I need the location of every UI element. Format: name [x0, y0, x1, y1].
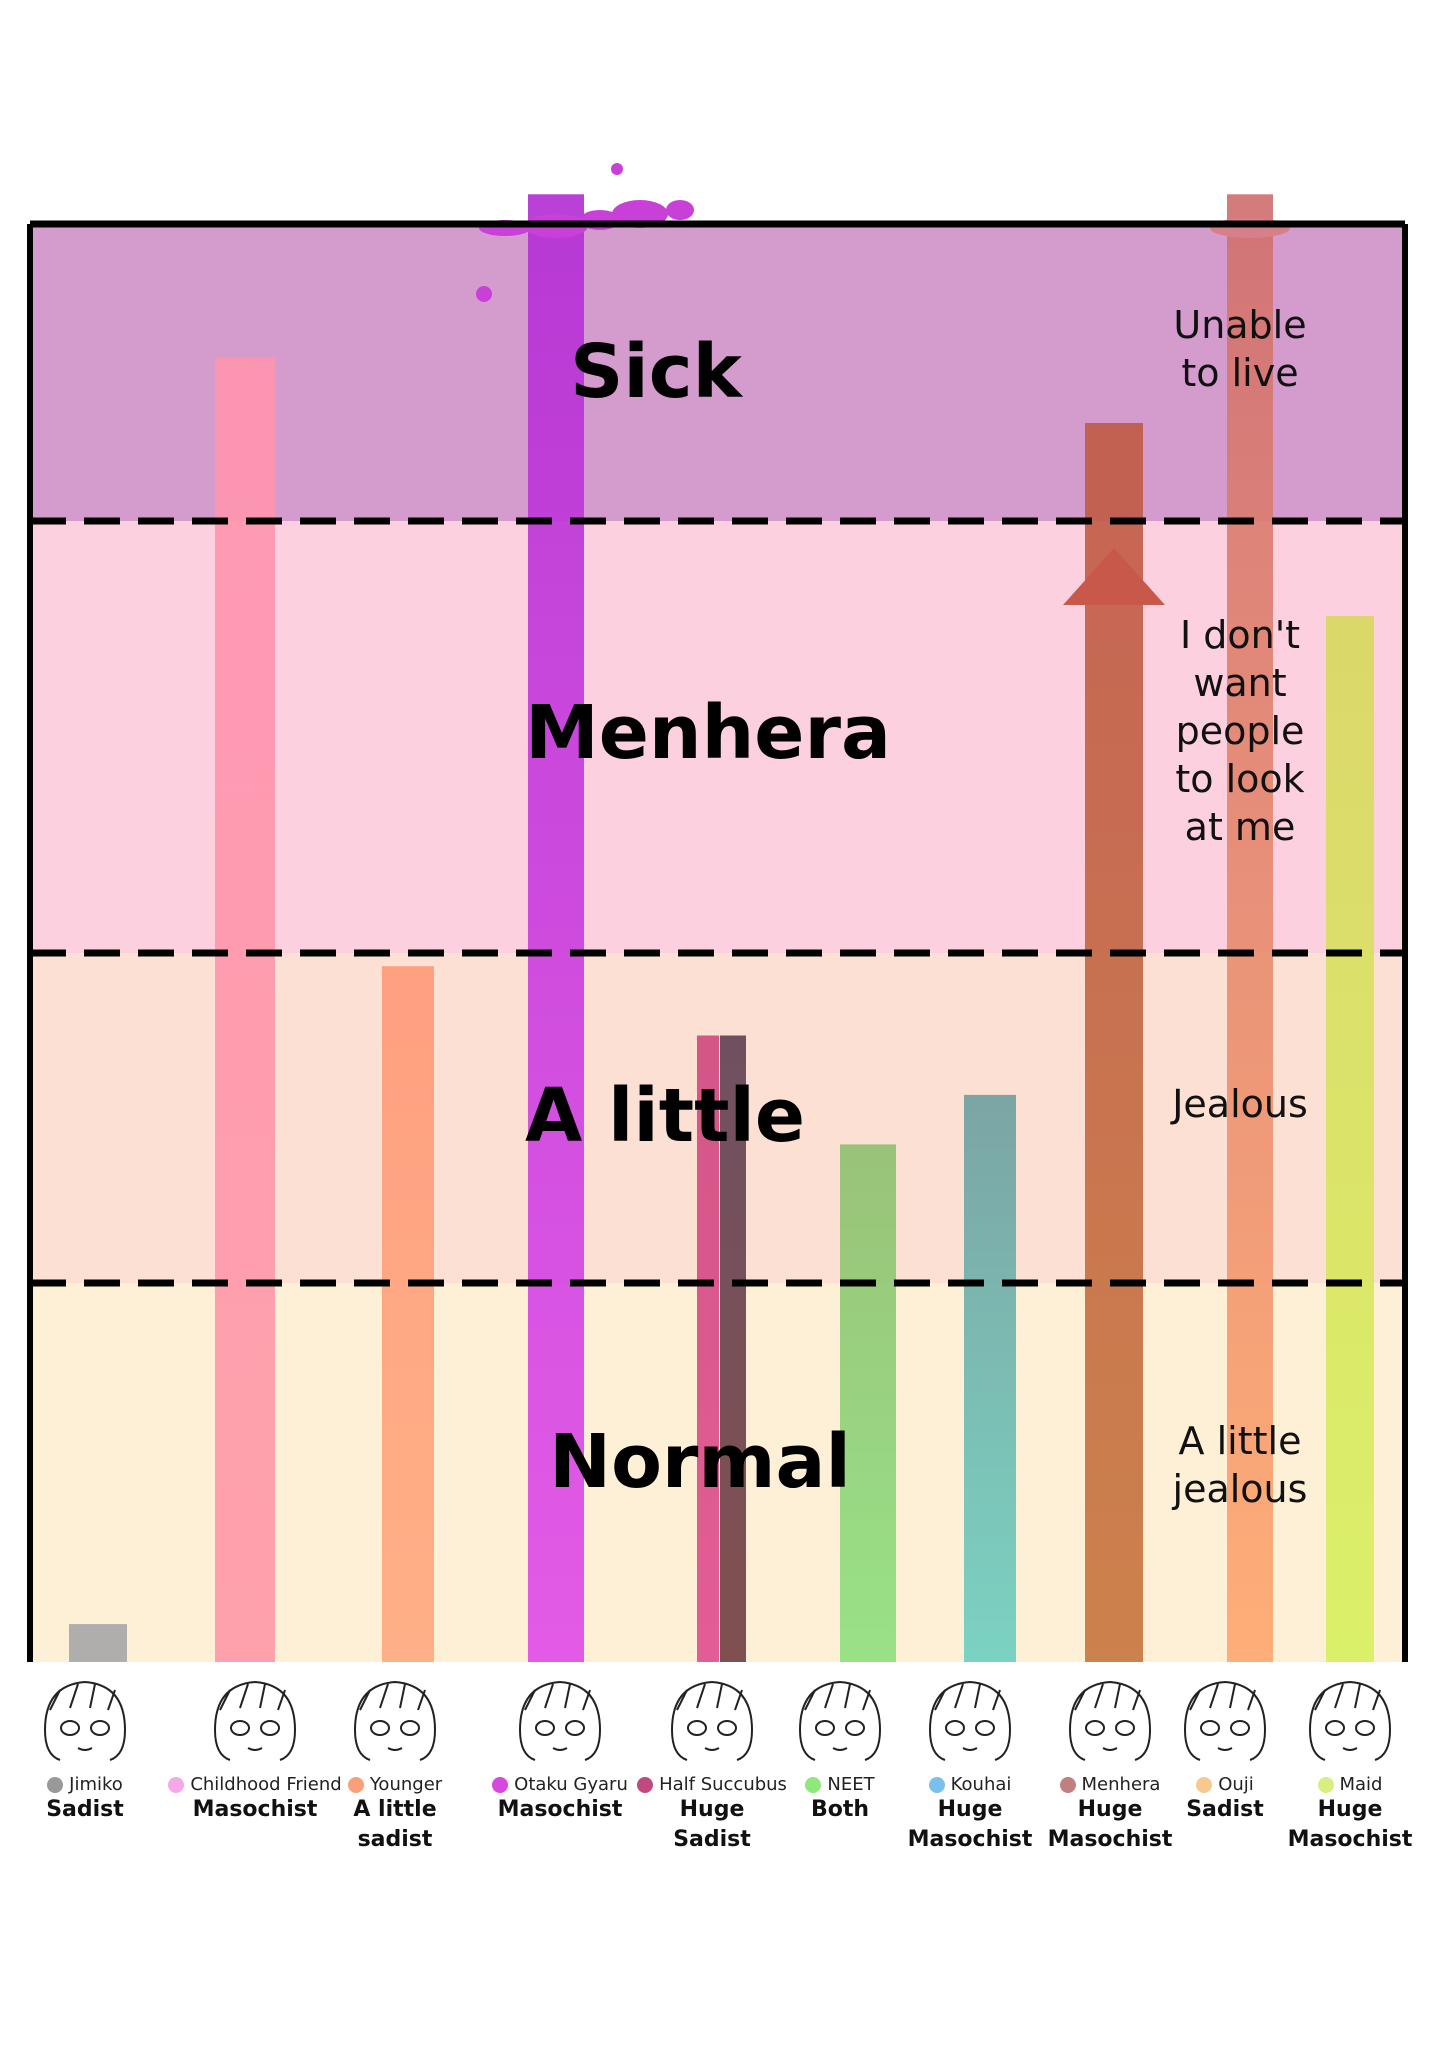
bar-half-succubus	[697, 1035, 719, 1662]
splatter	[476, 286, 492, 302]
bar-menhera	[1085, 422, 1143, 1662]
character-name: Jimiko	[69, 1774, 123, 1795]
side-label-3: I don't want people to look at me	[1175, 613, 1304, 849]
legend-dot	[168, 1776, 185, 1793]
bar-neet	[840, 1144, 896, 1662]
level-label-sick: Sick	[570, 329, 744, 415]
character-name: Childhood Friend	[190, 1774, 342, 1795]
character-face-icon	[1055, 1670, 1165, 1770]
character-menhera: Menhera Huge Masochist	[1045, 1670, 1175, 1855]
character-face-icon	[200, 1670, 310, 1770]
character-role: Huge Masochist	[1047, 1797, 1173, 1852]
character-face-icon	[785, 1670, 895, 1770]
level-label-a-little: A little	[525, 1073, 805, 1159]
character-half-succubus: Half Succubus Huge Sadist	[637, 1670, 787, 1855]
bar-otaku-gyaru	[528, 194, 584, 1662]
bars	[69, 163, 1374, 1662]
character-childhood-friend: Childhood Friend Masochist	[168, 1670, 342, 1825]
character-jimiko: Jimiko Sadist	[20, 1670, 150, 1825]
legend-dot	[347, 1776, 364, 1793]
level-label-menhera: Menhera	[525, 690, 891, 776]
character-role: Sadist	[46, 1797, 124, 1822]
character-name: Menhera	[1081, 1774, 1161, 1795]
character-face-icon	[30, 1670, 140, 1770]
bar-ouji	[1227, 194, 1273, 1662]
legend-dot	[47, 1776, 64, 1793]
bar-half-succubus-dark	[720, 1035, 746, 1662]
character-ouji: Ouji Sadist	[1160, 1670, 1290, 1825]
bar-maid	[1326, 616, 1374, 1662]
character-role: Sadist	[1186, 1797, 1264, 1822]
character-role: Masochist	[497, 1797, 623, 1822]
character-role: Huge Sadist	[673, 1797, 751, 1852]
bar-kouhai	[964, 1094, 1016, 1662]
character-face-icon	[1170, 1670, 1280, 1770]
legend-dot	[1196, 1776, 1213, 1793]
character-maid: Maid Huge Masochist	[1285, 1670, 1415, 1855]
character-role: A little sadist	[353, 1797, 437, 1852]
character-face-icon	[915, 1670, 1025, 1770]
legend-dot	[928, 1776, 945, 1793]
splatter	[666, 200, 694, 220]
legend-dot	[1317, 1776, 1334, 1793]
character-role: Huge Masochist	[1287, 1797, 1413, 1852]
character-role: Huge Masochist	[907, 1797, 1033, 1852]
character-younger: Younger A little sadist	[330, 1670, 460, 1855]
character-name: Maid	[1339, 1774, 1383, 1795]
character-face-icon	[657, 1670, 767, 1770]
chart-frame	[27, 220, 1408, 1662]
character-name: NEET	[827, 1774, 875, 1795]
character-name: Ouji	[1218, 1774, 1254, 1795]
side-label-2: Jealous	[1170, 1082, 1308, 1126]
bar-younger	[382, 966, 434, 1662]
character-neet: NEET Both	[775, 1670, 905, 1825]
bar-jimiko	[69, 1624, 127, 1662]
arrow-head	[1063, 548, 1165, 605]
legend-dot	[492, 1776, 509, 1793]
side-label-1: A little jealous	[1172, 1419, 1308, 1511]
side-label-4: Unable to live	[1173, 303, 1306, 395]
legend-dot	[637, 1776, 654, 1793]
character-name: Half Succubus	[659, 1774, 787, 1795]
character-face-icon	[505, 1670, 615, 1770]
character-role: Both	[810, 1797, 870, 1822]
character-role: Masochist	[192, 1797, 318, 1822]
level-dividers	[30, 517, 1405, 1287]
character-otaku-gyaru: Otaku Gyaru Masochist	[492, 1670, 628, 1825]
character-kouhai: Kouhai Huge Masochist	[905, 1670, 1035, 1855]
character-name: Kouhai	[950, 1774, 1012, 1795]
character-name: Otaku Gyaru	[514, 1774, 628, 1795]
splatter	[611, 163, 623, 175]
character-face-icon	[1295, 1670, 1405, 1770]
legend-dot	[805, 1776, 822, 1793]
character-name: Younger	[369, 1774, 443, 1795]
level-label-normal: Normal	[549, 1419, 851, 1505]
character-face-icon	[340, 1670, 450, 1770]
legend-dot	[1059, 1776, 1076, 1793]
bar-childhood-friend	[215, 357, 275, 1662]
side-labels: A little jealous Jealous I don't want people t…	[1170, 303, 1308, 1511]
